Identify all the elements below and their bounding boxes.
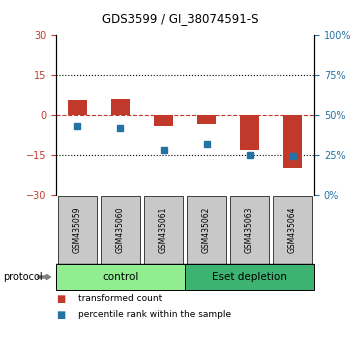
Text: GSM435060: GSM435060 <box>116 207 125 253</box>
Bar <box>58 196 97 264</box>
Bar <box>144 196 183 264</box>
Bar <box>111 99 130 115</box>
Text: transformed count: transformed count <box>78 294 162 303</box>
Text: ■: ■ <box>56 293 65 304</box>
Text: control: control <box>102 272 139 282</box>
Text: protocol: protocol <box>4 272 43 282</box>
Text: Eset depletion: Eset depletion <box>212 272 287 282</box>
Text: GDS3599 / GI_38074591-S: GDS3599 / GI_38074591-S <box>102 12 259 25</box>
Text: GSM435063: GSM435063 <box>245 207 254 253</box>
Text: GSM435064: GSM435064 <box>288 207 297 253</box>
Text: GSM435062: GSM435062 <box>202 207 211 253</box>
Bar <box>101 196 140 264</box>
Bar <box>240 115 259 149</box>
Text: ■: ■ <box>56 309 65 320</box>
Text: GSM435061: GSM435061 <box>159 207 168 253</box>
Bar <box>273 196 312 264</box>
Bar <box>154 115 173 126</box>
Bar <box>185 264 314 290</box>
Bar <box>56 264 185 290</box>
Text: percentile rank within the sample: percentile rank within the sample <box>78 310 231 319</box>
Text: GSM435059: GSM435059 <box>73 207 82 253</box>
Bar <box>197 115 216 124</box>
Bar <box>68 101 87 115</box>
Bar <box>187 196 226 264</box>
Bar <box>230 196 269 264</box>
Bar <box>283 115 302 168</box>
